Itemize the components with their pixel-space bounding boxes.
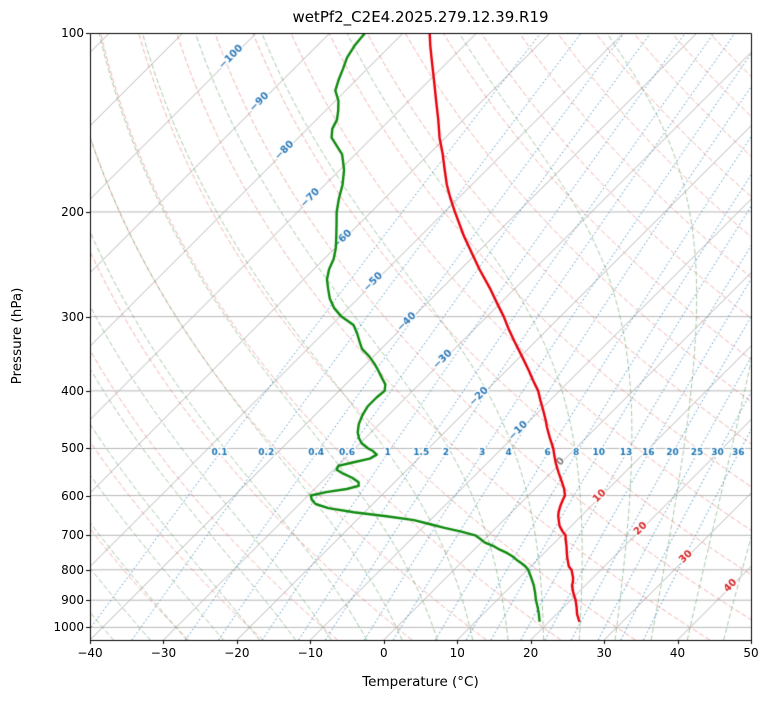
x-tick-label: 40 xyxy=(669,646,686,660)
x-tick-label: −20 xyxy=(224,646,250,660)
y-tick-label: 800 xyxy=(61,562,84,577)
x-tick-label: 0 xyxy=(379,646,388,660)
y-tick-label: 100 xyxy=(61,26,84,40)
x-tick-label: 20 xyxy=(523,646,539,660)
x-tick-label: −40 xyxy=(77,646,103,660)
y-tick-label: 200 xyxy=(61,204,84,219)
y-tick-label: 600 xyxy=(61,488,84,503)
y-tick-label: 300 xyxy=(61,309,84,324)
x-tick-label: 10 xyxy=(449,646,465,660)
y-tick-label: 700 xyxy=(61,528,84,543)
y-tick-label: 1000 xyxy=(53,620,84,635)
y-tick-label: 900 xyxy=(61,593,84,608)
x-tick-label: −30 xyxy=(150,646,177,660)
x-tick-label: −10 xyxy=(297,646,323,660)
y-tick-label: 400 xyxy=(61,383,84,398)
x-tick-label: 50 xyxy=(743,646,759,660)
y-axis-label: Pressure (hPa) xyxy=(9,287,25,385)
x-axis-label: Temperature (°C) xyxy=(362,674,479,690)
x-tick-label: 30 xyxy=(596,646,612,660)
y-tick-label: 500 xyxy=(61,441,84,456)
chart-title: wetPf2_C2E4.2025.279.12.39.R19 xyxy=(292,8,549,26)
